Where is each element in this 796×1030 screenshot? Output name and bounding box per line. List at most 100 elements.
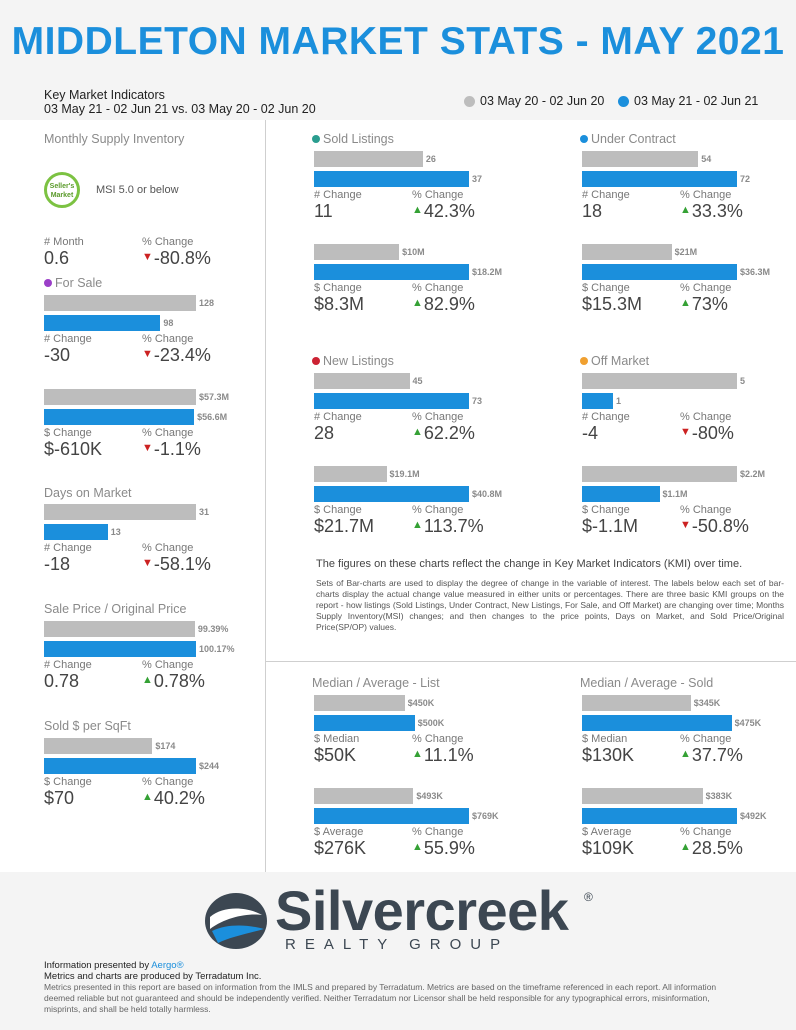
for-sale-title: For Sale: [44, 276, 102, 290]
list-median-bar-prev: [314, 695, 405, 711]
median-sold-title: Median / Average - Sold: [580, 676, 713, 690]
sold-average-stat2: ▲28.5%: [680, 838, 743, 859]
sold-average-stat2-label: % Change: [680, 826, 732, 838]
badge-line-1: Seller's: [49, 183, 75, 190]
msi-note: MSI 5.0 or below: [96, 184, 179, 196]
msi-stat2-value: -80.8%: [153, 248, 211, 268]
sold-volume-bar-curr: [314, 264, 469, 280]
new-count-stat2-label: % Change: [412, 411, 464, 423]
trend-down-icon: ▼: [142, 251, 153, 263]
aergo-link[interactable]: Aergo®: [151, 960, 184, 971]
trend-down-icon: ▼: [142, 348, 153, 360]
new-volume-stat2-value: 113.7%: [423, 516, 484, 536]
off-count-stat2-value: -80%: [691, 423, 734, 443]
new-count-stat2: ▲62.2%: [412, 423, 475, 444]
new-volume-stat1-value: $21.7M: [314, 516, 375, 536]
spop-title-label: Sale Price / Original Price: [44, 602, 187, 616]
silvercreek-swoosh-icon: [205, 893, 267, 949]
list-median-bar-prev-value: $450K: [407, 698, 435, 708]
for-sale-volume-stat2-label: % Change: [142, 427, 194, 439]
sold-count-bar-prev-value: 26: [425, 154, 436, 164]
horizontal-divider: [266, 661, 796, 662]
kmi-notes-headline: The figures on these charts reflect the …: [316, 558, 743, 570]
sold-count-bar-prev: [314, 151, 423, 167]
for-sale-volume-stat1-label: $ Change: [44, 427, 92, 439]
header-band: [0, 0, 796, 120]
for-sale-count-bar-curr: [44, 315, 161, 331]
sold-volume-stat2-value: 82.9%: [423, 294, 475, 314]
sold-count-bar-curr-value: 37: [472, 174, 483, 184]
spop-title: Sale Price / Original Price: [44, 602, 186, 616]
trend-up-icon: ▲: [142, 674, 153, 686]
uc-count-bar-curr: [582, 171, 737, 187]
msi-stat1-value: 0.6: [44, 248, 70, 268]
sold-listings-title: Sold Listings: [312, 132, 394, 146]
list-median-bar-curr: [314, 715, 415, 731]
median-list-title: Median / Average - List: [312, 676, 440, 690]
new-volume-bar-prev-value: $19.1M: [389, 469, 420, 479]
spop-stat2-label: % Change: [142, 659, 194, 671]
presented-prefix: Information presented by: [44, 960, 152, 971]
off-volume-stat1-label: $ Change: [582, 504, 630, 516]
for-sale-count-stat1-label: # Change: [44, 333, 92, 345]
for-sale-volume-stat2: ▼-1.1%: [142, 439, 201, 460]
uc-volume-stat2-value: 73%: [691, 294, 728, 314]
uc-count-stat1-value: 18: [582, 201, 603, 221]
off-volume-stat2-label: % Change: [680, 504, 732, 516]
trend-up-icon: ▲: [680, 297, 691, 309]
sold-volume-stat1-label: $ Change: [314, 282, 362, 294]
uc-count-stat2: ▲33.3%: [680, 201, 743, 222]
sqft-bar-prev: [44, 738, 153, 754]
sold-median-bar-prev: [582, 695, 691, 711]
sqft-stat2: ▲40.2%: [142, 788, 205, 809]
dom-stat1-value: -18: [44, 554, 71, 574]
off-volume-bar-curr: [582, 486, 660, 502]
spop-bar-prev: [44, 621, 195, 637]
sold-average-bar-curr: [582, 808, 737, 824]
sold-count-stat2: ▲42.3%: [412, 201, 475, 222]
spop-stat2: ▲0.78%: [142, 671, 205, 692]
for-sale-title-label: For Sale: [55, 276, 103, 290]
off-volume-stat2-value: -50.8%: [691, 516, 749, 536]
sold-listings-title-dot-icon: [312, 135, 320, 143]
sold-count-stat2-label: % Change: [412, 189, 464, 201]
spop-stat1-value: 0.78: [44, 671, 80, 691]
uc-volume-bar-curr-value: $36.3M: [740, 267, 771, 277]
list-average-bar-prev: [314, 788, 414, 804]
uc-volume-bar-prev-value: $21M: [674, 247, 698, 257]
trend-up-icon: ▲: [680, 841, 691, 853]
legend-prev-dot-icon: [464, 95, 475, 107]
uc-count-bar-curr-value: 72: [740, 174, 751, 184]
sold-median-bar-curr: [582, 715, 732, 731]
for-sale-volume-bar-curr-value: $56.6M: [197, 412, 228, 422]
off-market-title-dot-icon: [580, 357, 588, 365]
list-average-stat2: ▲55.9%: [412, 838, 475, 859]
sold-volume-stat2-label: % Change: [412, 282, 464, 294]
list-median-stat1-label: $ Median: [314, 733, 360, 745]
new-count-bar-prev: [314, 373, 410, 389]
for-sale-count-stat2-label: % Change: [142, 333, 194, 345]
trend-down-icon: ▼: [680, 426, 691, 438]
sold-median-stat2-label: % Change: [680, 733, 732, 745]
spop-stat1-label: # Change: [44, 659, 92, 671]
spop-stat2-value: 0.78%: [153, 671, 205, 691]
under-contract-title-dot-icon: [580, 135, 588, 143]
new-count-bar-prev-value: 45: [412, 376, 423, 386]
trend-up-icon: ▲: [412, 748, 423, 760]
sold-median-bar-curr-value: $475K: [734, 718, 762, 728]
disclaimer: Metrics presented in this report are bas…: [44, 982, 717, 1014]
new-volume-stat2: ▲113.7%: [412, 516, 484, 537]
for-sale-count-bar-curr-value: 98: [163, 318, 174, 328]
off-volume-stat2: ▼-50.8%: [680, 516, 749, 537]
sold-average-bar-prev: [582, 788, 703, 804]
dom-bar-prev: [44, 504, 196, 520]
new-volume-bar-prev: [314, 466, 387, 482]
list-average-stat1-label: $ Average: [314, 826, 364, 838]
off-count-bar-curr: [582, 393, 613, 409]
new-count-stat1-label: # Change: [314, 411, 362, 423]
sold-count-stat1-value: 11: [314, 201, 333, 221]
for-sale-volume-bar-prev: [44, 389, 196, 405]
uc-volume-bar-prev: [582, 244, 672, 260]
badge-line-2: Market: [50, 192, 74, 199]
under-contract-title: Under Contract: [580, 132, 676, 146]
